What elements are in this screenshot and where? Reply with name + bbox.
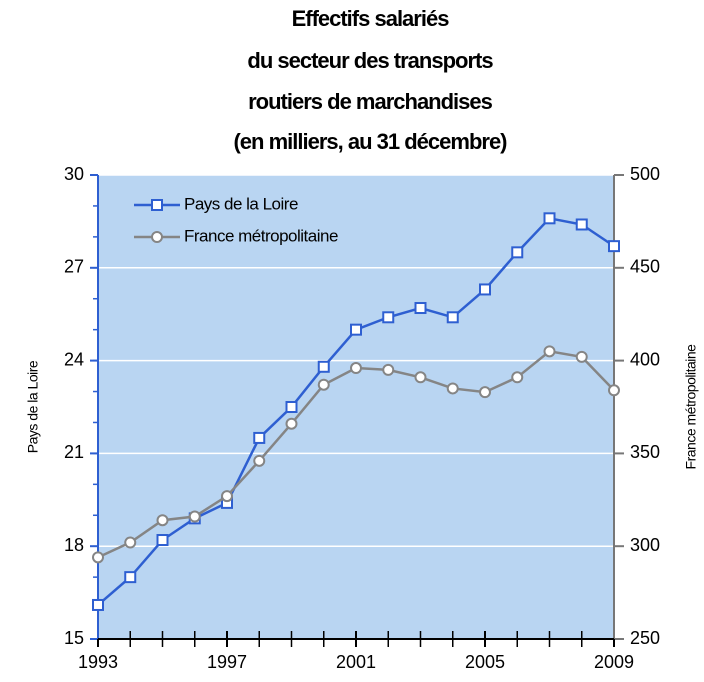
y-tick-label: 27 bbox=[64, 257, 84, 277]
marker bbox=[188, 510, 201, 523]
y2-tick-label: 250 bbox=[630, 628, 660, 648]
marker bbox=[156, 514, 169, 527]
marker bbox=[124, 571, 137, 584]
y2-tick-label: 400 bbox=[630, 349, 660, 369]
chart-title: du secteur des transports bbox=[247, 48, 493, 73]
legend-label: France métropolitaine bbox=[184, 226, 338, 245]
marker bbox=[285, 417, 298, 430]
y2-tick-label: 350 bbox=[630, 442, 660, 462]
legend-marker bbox=[151, 199, 163, 211]
marker bbox=[92, 551, 104, 564]
marker bbox=[124, 536, 137, 549]
y2-axis-label: France métropolitaine bbox=[683, 344, 699, 470]
x-tick-label: 2009 bbox=[594, 652, 634, 672]
marker bbox=[317, 360, 330, 373]
y2-tick-label: 300 bbox=[630, 535, 660, 555]
x-tick-label: 1993 bbox=[78, 652, 118, 672]
x-tick-label: 2005 bbox=[465, 652, 505, 672]
marker bbox=[414, 302, 427, 315]
y-tick-label: 24 bbox=[64, 349, 84, 369]
marker bbox=[511, 246, 524, 259]
marker bbox=[479, 386, 491, 399]
y-tick-label: 21 bbox=[64, 442, 84, 462]
marker bbox=[511, 371, 524, 384]
marker bbox=[285, 401, 298, 413]
marker bbox=[446, 382, 459, 395]
marker bbox=[382, 311, 395, 324]
x-tick-label: 1997 bbox=[207, 652, 247, 672]
marker bbox=[414, 371, 427, 384]
marker bbox=[253, 431, 266, 444]
marker bbox=[156, 534, 169, 547]
marker bbox=[608, 240, 620, 253]
marker bbox=[350, 323, 362, 336]
marker bbox=[446, 311, 459, 324]
legend-label: Pays de la Loire bbox=[184, 194, 298, 213]
legend-marker bbox=[151, 231, 163, 243]
marker bbox=[575, 350, 588, 363]
y2-tick-label: 450 bbox=[630, 257, 660, 277]
marker bbox=[350, 362, 362, 375]
x-tick-label: 2001 bbox=[336, 652, 376, 672]
marker bbox=[608, 384, 620, 397]
marker bbox=[543, 212, 556, 225]
marker bbox=[543, 345, 556, 358]
y-tick-label: 30 bbox=[64, 164, 84, 184]
marker bbox=[575, 218, 588, 231]
plot-background bbox=[98, 175, 614, 639]
marker bbox=[382, 363, 395, 376]
marker bbox=[479, 283, 491, 296]
y-axis-label: Pays de la Loire bbox=[25, 360, 41, 453]
chart-title: Effectifs salariés bbox=[292, 6, 450, 31]
marker bbox=[221, 490, 233, 503]
y2-tick-label: 500 bbox=[630, 164, 660, 184]
marker bbox=[253, 454, 266, 467]
chart-title: routiers de marchandises bbox=[248, 89, 493, 114]
marker bbox=[317, 378, 330, 391]
chart-title: (en milliers, au 31 décembre) bbox=[233, 129, 507, 154]
y-tick-label: 15 bbox=[64, 628, 84, 648]
marker bbox=[92, 598, 104, 611]
y-tick-label: 18 bbox=[64, 535, 84, 555]
